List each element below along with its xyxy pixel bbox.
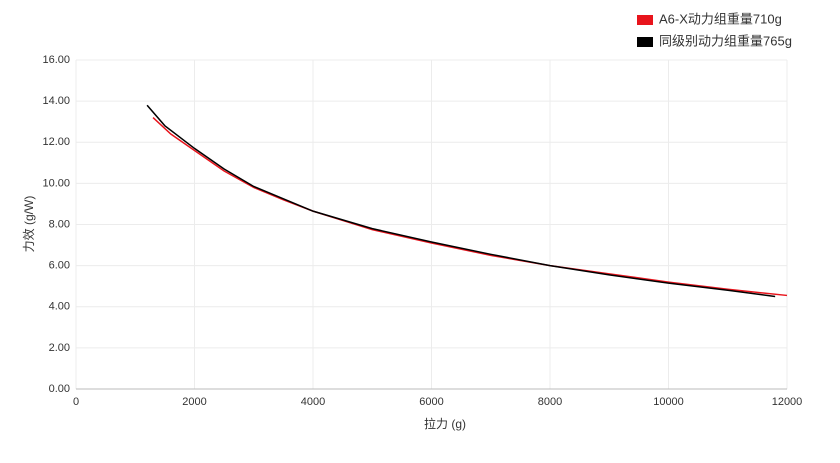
series-line xyxy=(146,104,776,298)
legend-swatch xyxy=(637,37,653,47)
y-axis-title: 力效 (g/W) xyxy=(21,196,36,253)
y-tick-label: 16.00 xyxy=(42,54,70,66)
y-tick-label: 4.00 xyxy=(49,301,70,313)
x-tick-label: 4000 xyxy=(301,396,325,408)
series-line xyxy=(152,117,788,297)
legend-swatch xyxy=(637,15,653,25)
y-tick-label: 2.00 xyxy=(49,342,70,354)
x-tick-label: 6000 xyxy=(419,396,443,408)
x-tick-label: 0 xyxy=(73,396,79,408)
x-tick-label: 10000 xyxy=(653,396,684,408)
y-tick-label: 10.00 xyxy=(42,177,70,189)
legend-label: 同级别动力组重量765g xyxy=(659,33,792,48)
legend-label: A6-X动力组重量710g xyxy=(659,11,782,26)
y-tick-label: 6.00 xyxy=(49,260,70,272)
x-tick-label: 2000 xyxy=(182,396,206,408)
x-axis-title: 拉力 (g) xyxy=(424,416,466,431)
y-tick-label: 8.00 xyxy=(49,218,70,230)
x-tick-label: 12000 xyxy=(772,396,803,408)
y-tick-label: 14.00 xyxy=(42,95,70,107)
y-tick-label: 0.00 xyxy=(49,383,70,395)
y-tick-label: 12.00 xyxy=(42,136,70,148)
x-tick-label: 8000 xyxy=(538,396,562,408)
